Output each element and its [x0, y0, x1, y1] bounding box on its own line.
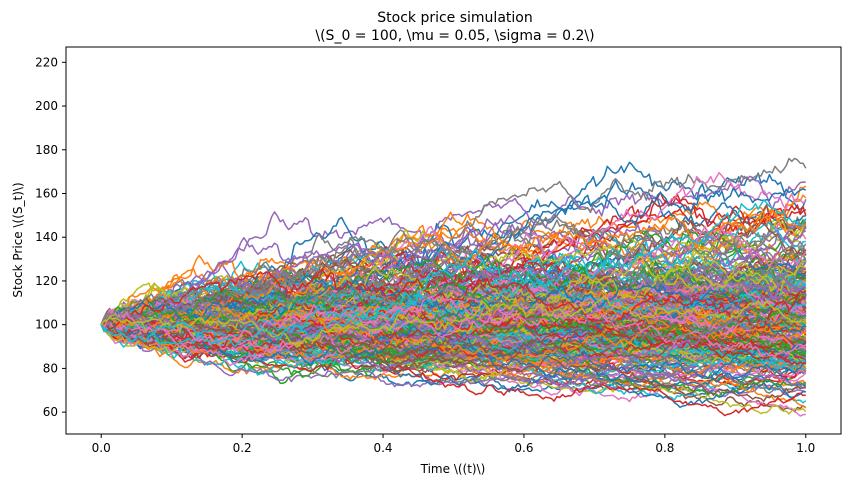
y-axis-label: Stock Price \((S_t)\): [11, 182, 25, 297]
price-path-line: [100, 321, 806, 389]
y-tick-label: 100: [35, 318, 58, 332]
price-path-line: [101, 307, 807, 362]
price-path-line: [100, 199, 807, 348]
price-path-line: [100, 268, 807, 330]
x-tick-label: 0.6: [514, 441, 533, 455]
chart-subtitle: \(S_0 = 100, \mu = 0.05, \sigma = 0.2\): [315, 28, 594, 44]
price-path-line: [100, 213, 807, 329]
x-tick-label: 0.4: [373, 441, 392, 455]
y-tick-label: 220: [35, 55, 58, 69]
price-path-line: [101, 210, 807, 332]
x-tick-label: 1.0: [796, 441, 815, 455]
price-path-line: [100, 175, 806, 326]
x-axis-label: Time \((t)\): [420, 462, 486, 476]
x-tick-label: 0.2: [233, 441, 252, 455]
price-path-line: [100, 319, 807, 359]
y-tick-label: 160: [35, 186, 58, 200]
price-path-line: [100, 276, 807, 363]
y-tick-label: 200: [35, 99, 58, 113]
price-path-line: [100, 285, 807, 342]
y-tick-label: 180: [35, 143, 58, 157]
price-path-line: [100, 295, 806, 374]
price-path-line: [100, 270, 806, 345]
price-path-line: [100, 279, 807, 333]
y-tick-label: 80: [43, 361, 58, 375]
price-path-line: [100, 318, 807, 363]
chart-title: Stock price simulation: [377, 10, 532, 26]
x-tick-label: 0.8: [655, 441, 674, 455]
price-path-line: [100, 313, 807, 389]
price-path-line: [100, 280, 807, 367]
plot-frame: [65, 46, 842, 435]
y-tick-label: 120: [35, 274, 58, 288]
x-axis: 0.0 0.2 0.4 0.6 0.8 1.0: [92, 434, 815, 455]
price-path-line: [100, 286, 807, 368]
y-tick-label: 60: [43, 405, 58, 419]
y-tick-label: 140: [35, 230, 58, 244]
price-path-line: [100, 295, 807, 345]
price-paths: [100, 157, 807, 417]
price-path-line: [100, 316, 807, 402]
y-axis: 60 80 100 120 140 160 180 200 220: [35, 55, 66, 419]
x-tick-label: 0.0: [92, 441, 111, 455]
